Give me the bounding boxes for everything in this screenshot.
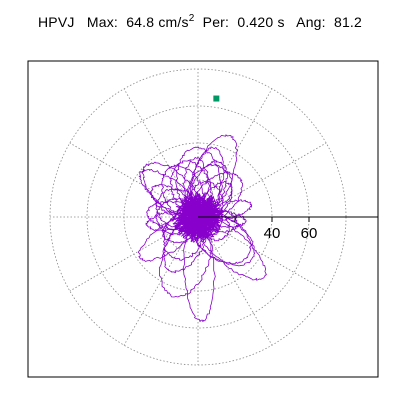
period-label: Per: (202, 14, 230, 30)
chart-title: HPVJ Max: 64.8 cm/s2 Per: 0.420 s Ang: 8… (0, 13, 400, 30)
radial-tick-label-60: 60 (301, 225, 318, 242)
max-unit: cm/s (158, 14, 189, 30)
station-code: HPVJ (37, 14, 75, 30)
max-label: Max: (86, 14, 118, 30)
angle-label: Ang: (296, 14, 326, 30)
motion-trace (138, 134, 267, 322)
max-value: 64.8 (126, 14, 155, 30)
motion-trace-group (138, 134, 267, 322)
peak-marker-group (213, 95, 220, 102)
period-value: 0.420 s (237, 14, 285, 30)
max-unit-exponent: 2 (188, 13, 195, 24)
plot-frame (27, 60, 379, 378)
grid-spoke-60 (197, 88, 273, 218)
grid-spoke-240 (123, 216, 199, 346)
angle-value: 81.2 (333, 14, 363, 30)
plot-frame-group (27, 60, 379, 378)
peak-marker (213, 95, 220, 102)
radial-axis: 40 60 (198, 216, 378, 242)
radial-tick-label-40: 40 (264, 225, 281, 242)
